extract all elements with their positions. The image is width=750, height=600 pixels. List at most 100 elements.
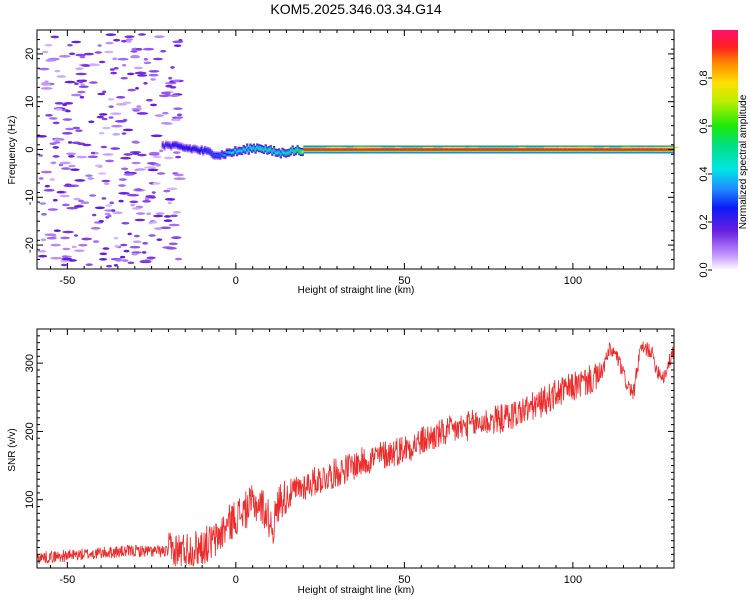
noise-blob [122,63,127,67]
ridge-core [424,148,427,151]
ridge-core [370,148,373,151]
ridge-core [254,148,257,151]
ridge-striation [442,146,451,149]
noise-blob [96,115,104,119]
noise-blob [98,172,107,175]
noise-blob [163,189,171,193]
ridge-core [170,145,173,148]
noise-blob [109,68,115,71]
noise-blob [175,257,182,261]
ridge-core [508,148,512,151]
ridge-core [519,148,522,151]
noise-blob [173,107,183,110]
noise-blob [146,212,151,216]
ridge-core [456,148,459,151]
noise-blob [76,155,88,159]
noise-blob [94,51,103,54]
noise-blob [77,90,86,94]
ridge-core [294,149,298,153]
noise-blob [172,40,184,44]
ridge-core [331,148,335,151]
noise-blob [127,232,132,236]
ridge-core [219,154,222,158]
ridge-core [237,149,240,152]
snr-x-ticks: -50 0 50 100 [49,329,675,586]
ridge-core [584,148,587,151]
noise-blob [66,206,79,210]
noise-blob [60,259,70,263]
noise-blob [110,112,122,115]
noise-blob [61,257,73,261]
ridge-core [163,145,166,148]
noise-blob [121,132,127,135]
noise-blob [170,66,175,69]
ridge-core [566,148,569,151]
noise-blob [156,172,166,175]
noise-blob [143,58,148,61]
noise-blob [80,83,85,86]
ridge-core [203,148,207,152]
ridge-core [246,146,249,149]
noise-blob [134,188,143,191]
noise-blob [145,195,156,198]
ridge-core [551,148,554,151]
noise-blob [98,113,108,116]
noise-blob [98,220,105,223]
noise-blob [122,128,134,132]
noise-blob [130,203,135,207]
noise-blob [175,155,182,159]
noise-blob [44,43,53,47]
noise-blob [90,227,101,230]
ridge-core [621,148,625,151]
noise-blob [41,213,47,216]
noise-blob [62,230,74,234]
ridge-core [433,148,436,151]
noise-blob [71,93,82,97]
noise-blob [40,170,53,174]
ridge-core [618,148,621,151]
ridge-core [313,148,316,151]
noise-blob [38,177,44,180]
ridge-core [554,148,557,151]
ridge-core [247,149,250,152]
ridge-core [286,151,289,155]
ridge-core [232,151,235,154]
snr-y-ticks: 100 200 300 [24,335,674,562]
ridge-core [281,150,284,153]
ridge-core [552,148,555,151]
ridge-core [599,148,603,151]
ridge-core [465,148,468,151]
noise-blob [100,145,108,149]
ridge-core [394,148,397,151]
ridge-core [488,148,491,151]
ridge-core [365,148,368,151]
ridge-core [502,148,505,151]
noise-blob [102,247,110,250]
ridge-core [422,148,426,151]
ridge-core [379,148,382,151]
ridge-core [598,148,601,151]
ridge-core [190,148,193,151]
colorbar-tick-label: 0.2 [698,214,710,229]
ridge-core [510,148,513,151]
ridge-core [337,148,340,151]
ridge-core [380,148,384,151]
noise-blob [85,263,93,267]
noise-blob [154,163,161,166]
noise-blob [99,252,108,256]
ridge-core [264,147,267,150]
snr-frame [36,328,675,569]
ridge-core [229,151,232,154]
ridge-core [262,148,266,152]
noise-blob [53,138,61,141]
ridge-core [625,148,628,151]
ridge-core [330,148,333,151]
ridge-core [374,148,377,151]
noise-blob [120,255,126,259]
ridge-core [628,148,631,151]
noise-blob [142,200,152,203]
noise-blob [90,151,96,155]
noise-blob [61,132,73,135]
ridge-core [272,148,276,152]
ridge-core [594,148,598,151]
